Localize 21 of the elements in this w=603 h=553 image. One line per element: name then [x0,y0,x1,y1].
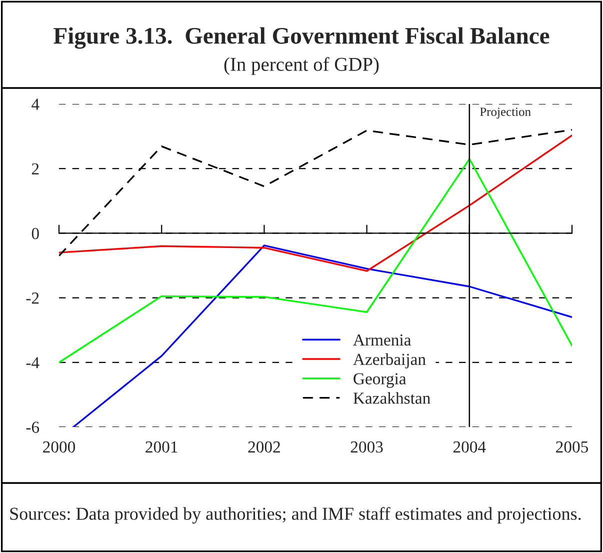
x-tick-label: 2003 [350,441,383,453]
legend-label: Georgia [354,373,406,388]
legend-label: Azerbaijan [353,353,426,368]
ref-line-label: Projection [480,108,531,119]
x-tick-label: 2004 [453,441,486,453]
chart-title: Figure 3.13. General Government Fiscal Balance [54,27,550,49]
x-tick-label: 2002 [248,441,280,453]
y-tick-label: 4 [32,98,40,110]
y-tick-label: -6 [26,422,40,433]
x-tick-label: 2000 [43,441,76,453]
y-tick-label: 0 [32,228,39,240]
legend-label: Armenia [353,334,412,346]
y-tick-label: -2 [26,292,39,304]
y-tick-label: 2 [32,163,39,174]
line-series [72,244,572,427]
chart-subtitle: (In percent of GDP) [224,57,379,75]
legend-label: Kazakhstan [353,392,430,404]
source-note: Sources: Data provided by authorities; and IMF staff estimates and projections. [10,507,581,524]
y-tick-label: -4 [26,357,40,368]
x-tick-label: 2005 [556,441,588,453]
x-tick-label: 2001 [146,441,178,453]
